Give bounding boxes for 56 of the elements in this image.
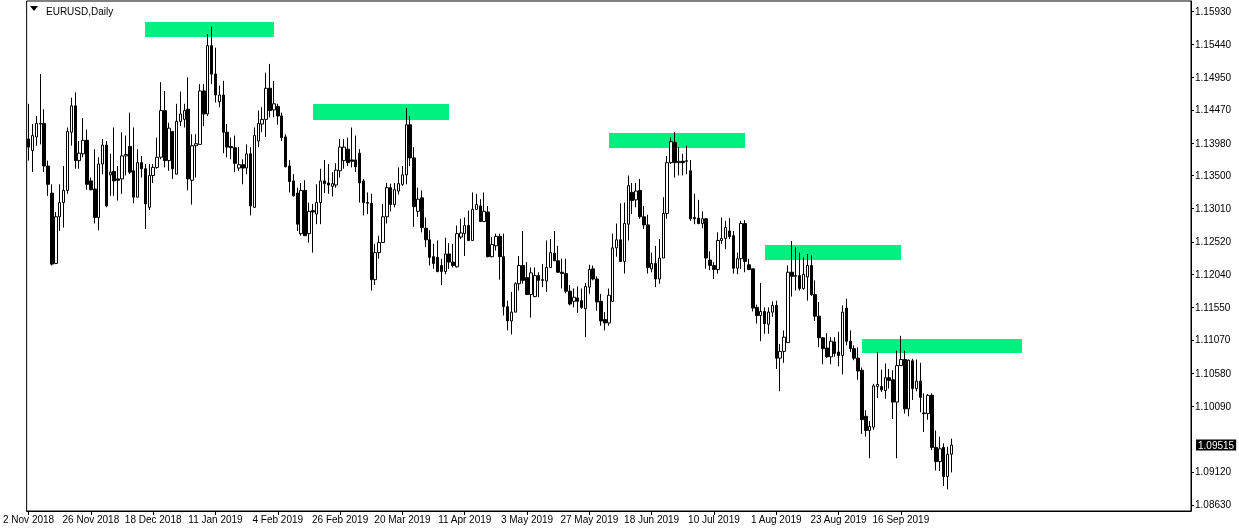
- candlestick: [471, 191, 474, 241]
- candlestick: [884, 363, 887, 400]
- text: 1.09515: [1198, 439, 1235, 451]
- x-tick-label: 18 Dec 2018: [124, 513, 182, 525]
- y-tick-label: 1.13500: [1195, 170, 1232, 182]
- candlestick: [233, 135, 237, 173]
- y-tick-label: 1.15440: [1195, 38, 1232, 50]
- candlestick: [759, 282, 762, 342]
- x-tick-label: 27 May 2019: [560, 513, 619, 525]
- candlestick: [673, 131, 677, 179]
- x-tick-label: 11 Apr 2019: [438, 513, 492, 525]
- x-tick-label: 18 Jun 2019: [624, 513, 680, 525]
- candlestick: [545, 239, 548, 293]
- candlestick: [299, 182, 303, 237]
- x-tick-label: 3 May 2019: [500, 513, 554, 525]
- x-tick-label: 2 Nov 2018: [2, 513, 55, 525]
- y-tick-label: 1.12520: [1195, 236, 1232, 248]
- x-tick-label: 26 Feb 2019: [312, 513, 369, 525]
- candlestick: [743, 219, 747, 273]
- candlestick: [350, 126, 354, 168]
- y-tick-label: 1.13010: [1195, 203, 1232, 215]
- x-tick-label: 1 Aug 2019: [750, 513, 802, 525]
- x-tick-label: 4 Feb 2019: [252, 513, 304, 525]
- y-tick-label: 1.13980: [1195, 137, 1232, 149]
- candlestick: [112, 126, 116, 197]
- chart-title: EURUSD,Daily: [46, 5, 114, 17]
- candlestick: [724, 220, 727, 250]
- candlestick: [327, 163, 330, 195]
- y-tick-label: 1.14470: [1195, 104, 1232, 116]
- y-tick-label: 1.12040: [1195, 268, 1232, 280]
- x-tick-label: 11 Jan 2019: [188, 513, 244, 525]
- candlestick: [370, 193, 373, 291]
- candlestick: [739, 220, 743, 270]
- x-tick-label: 23 Aug 2019: [810, 513, 868, 525]
- y-tick-label: 1.10090: [1195, 400, 1232, 412]
- candlestick: [105, 140, 108, 208]
- y-tick-label: 1.08630: [1195, 499, 1232, 511]
- y-tick-label: 1.15930: [1195, 5, 1232, 17]
- candlestick: [689, 159, 692, 222]
- y-tick-label: 1.10580: [1195, 367, 1232, 379]
- y-tick-label: 1.11550: [1195, 301, 1231, 313]
- x-tick-label: 20 Mar 2019: [374, 513, 431, 525]
- x-tick-label: 16 Sep 2019: [872, 513, 930, 525]
- candlestick: [685, 145, 688, 175]
- candlestick: [576, 285, 579, 314]
- candlestick: [74, 91, 77, 170]
- y-tick-label: 1.11070: [1195, 334, 1231, 346]
- y-tick-label: 1.09120: [1195, 466, 1232, 478]
- x-tick-label: 26 Nov 2018: [62, 513, 120, 525]
- x-tick-label: 10 Jul 2019: [688, 513, 741, 525]
- candlestick: [806, 253, 809, 302]
- candlestick: [829, 336, 833, 365]
- candlestick: [447, 242, 451, 270]
- candlestick: [222, 80, 225, 154]
- candlestick: [405, 107, 408, 185]
- y-tick-label: 1.14950: [1195, 71, 1232, 83]
